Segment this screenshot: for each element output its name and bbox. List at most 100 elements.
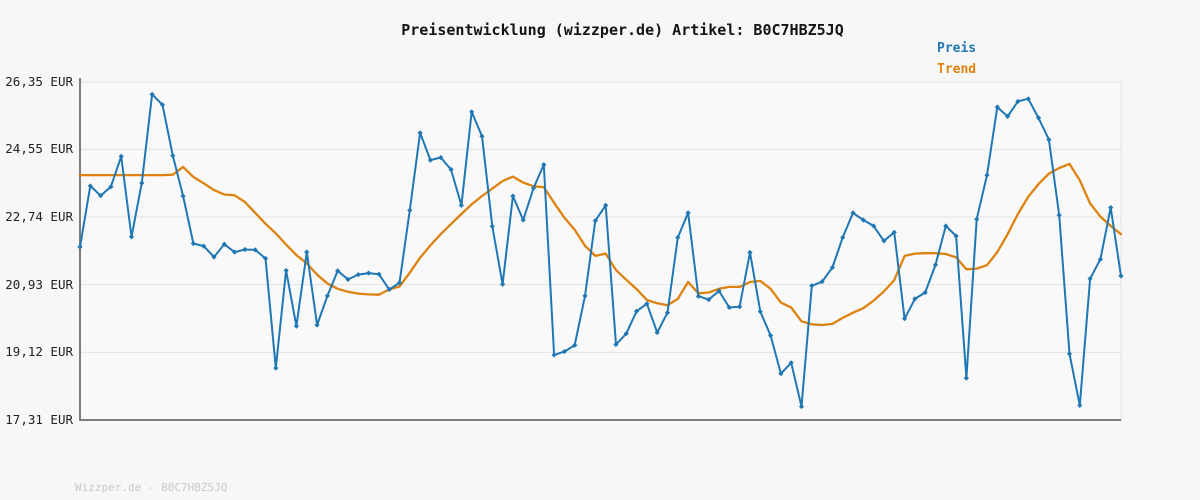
price-point-marker xyxy=(1108,205,1114,211)
trend-line xyxy=(78,162,1123,327)
y-axis-tick-label: 22,74 EUR xyxy=(5,208,73,224)
price-point-marker xyxy=(407,207,413,213)
price-point-marker xyxy=(159,102,166,108)
price-point-marker xyxy=(654,329,660,336)
price-point-marker xyxy=(108,184,114,190)
price-point-marker xyxy=(128,234,135,240)
price-point-marker xyxy=(633,308,640,314)
price-point-marker xyxy=(778,371,784,377)
price-point-marker xyxy=(572,342,578,348)
price-point-marker xyxy=(644,301,650,307)
price-point-marker xyxy=(118,153,124,160)
price-point-marker xyxy=(273,365,279,371)
price-point-marker xyxy=(726,304,732,311)
price-point-marker xyxy=(1118,273,1124,279)
price-point-marker xyxy=(211,254,217,260)
price-point-marker xyxy=(283,267,289,274)
price-point-marker xyxy=(139,180,145,186)
price-point-marker xyxy=(613,341,619,348)
price-point-marker xyxy=(345,276,351,283)
price-point-marker xyxy=(747,249,753,256)
price-point-marker xyxy=(871,223,877,229)
price-point-marker xyxy=(943,223,949,229)
price-point-marker xyxy=(376,271,382,277)
price-point-marker xyxy=(1077,402,1083,409)
price-point-marker xyxy=(582,293,588,299)
price-point-marker xyxy=(963,375,969,381)
price-point-marker xyxy=(829,264,836,271)
price-point-marker xyxy=(592,218,598,224)
price-point-marker xyxy=(685,210,691,216)
price-point-marker xyxy=(1066,351,1073,357)
price-point-marker xyxy=(180,193,186,199)
price-point-marker xyxy=(623,331,629,337)
price-point-marker xyxy=(767,332,774,339)
price-point-marker xyxy=(458,202,464,208)
price-point-marker xyxy=(170,153,176,159)
price-point-marker xyxy=(788,360,794,366)
price-point-marker xyxy=(1097,256,1103,262)
legend-item-trend: Trend xyxy=(937,62,977,77)
price-point-marker xyxy=(530,185,537,191)
price-point-marker xyxy=(489,223,495,229)
price-point-marker xyxy=(891,229,897,235)
price-point-marker xyxy=(881,238,887,244)
price-point-marker xyxy=(469,109,475,115)
y-axis-tick-label: 17,31 EUR xyxy=(5,412,73,427)
chart-title: Preisentwicklung (wizzper.de) Artikel: B… xyxy=(401,21,844,39)
price-point-marker xyxy=(850,210,856,216)
price-point-marker xyxy=(984,172,990,178)
price-point-marker xyxy=(448,166,454,173)
price-point-marker xyxy=(324,293,330,299)
price-point-marker xyxy=(98,193,104,199)
price-point-marker xyxy=(541,162,547,168)
price-point-marker xyxy=(1087,276,1093,282)
price-point-marker xyxy=(901,316,908,322)
legend-item-preis: Preis xyxy=(937,41,977,56)
price-point-marker xyxy=(499,281,506,287)
price-point-marker xyxy=(1056,212,1062,218)
price-point-marker xyxy=(438,154,444,161)
price-point-marker xyxy=(242,246,248,253)
price-point-marker xyxy=(1025,96,1031,102)
price-point-marker xyxy=(232,249,238,255)
price-point-marker xyxy=(355,271,361,278)
price-point-marker xyxy=(1005,113,1011,119)
price-point-marker xyxy=(716,288,722,294)
price-point-marker xyxy=(335,268,341,274)
price-point-marker xyxy=(365,270,372,276)
price-point-marker xyxy=(293,323,300,329)
price-point-marker xyxy=(840,234,846,241)
price-point-marker xyxy=(479,133,485,139)
price-point-marker xyxy=(953,233,959,239)
y-axis-tick-label: 20,93 EUR xyxy=(5,276,73,292)
legend: Preis Trend xyxy=(937,38,976,80)
price-point-marker xyxy=(737,304,743,310)
price-point-marker xyxy=(912,296,918,302)
price-point-marker xyxy=(561,348,568,355)
price-point-marker xyxy=(819,279,825,285)
y-axis-tick-label: 26,35 EUR xyxy=(5,74,73,89)
price-point-marker xyxy=(201,243,207,249)
price-point-marker xyxy=(664,310,671,316)
price-point-marker xyxy=(551,352,557,358)
y-axis-tick-label: 24,55 EUR xyxy=(5,141,73,157)
plot-area xyxy=(80,82,1121,420)
price-point-marker xyxy=(221,241,227,247)
price-point-marker xyxy=(757,308,763,315)
price-point-marker xyxy=(809,283,815,289)
price-point-marker xyxy=(922,289,928,296)
price-point-marker xyxy=(798,403,805,410)
price-point-marker xyxy=(396,280,403,286)
y-axis-tick-label: 19,12 EUR xyxy=(5,344,73,360)
price-point-marker xyxy=(149,91,155,97)
price-point-marker xyxy=(386,286,392,293)
price-point-marker xyxy=(932,262,939,268)
price-point-marker xyxy=(252,247,258,253)
preis-markers xyxy=(77,91,1124,410)
price-point-marker xyxy=(695,293,702,299)
price-point-marker xyxy=(1035,115,1042,121)
watermark-text: Wizzper.de - B0C7HBZ5JQ xyxy=(75,481,228,494)
price-point-marker xyxy=(706,297,712,303)
